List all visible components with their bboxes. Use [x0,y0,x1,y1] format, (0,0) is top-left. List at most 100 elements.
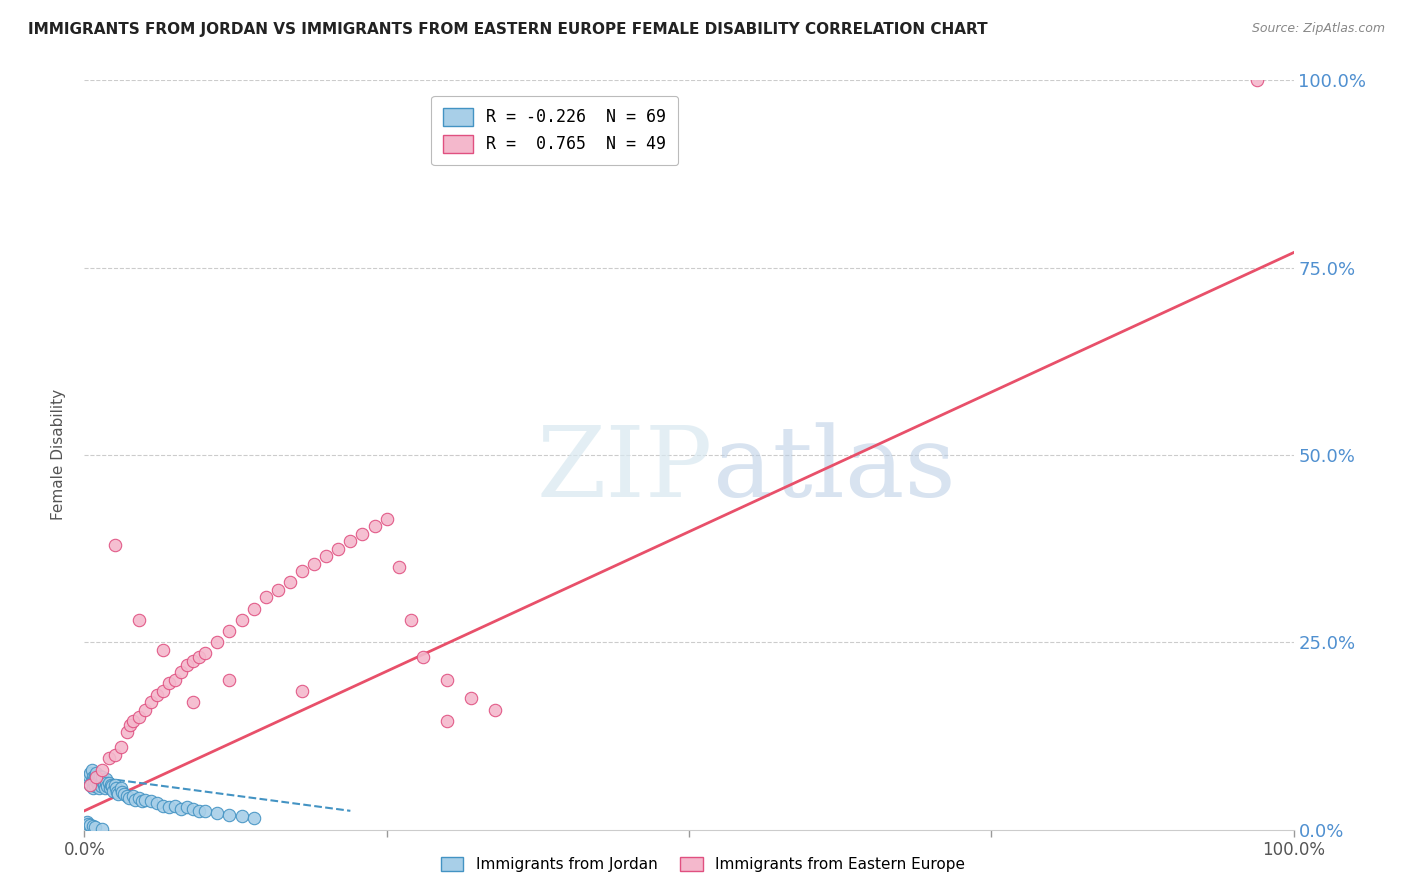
Point [84,769,107,783]
Point [77,769,100,783]
Point [84,779,107,793]
Point [80,773,103,788]
Point [82,770,104,784]
Point [115,725,138,739]
Point [128,613,150,627]
Point [79,778,101,792]
Point [100,778,122,792]
Point [77,816,100,830]
Point [98,781,121,796]
Point [176,657,198,672]
Point [328,541,350,556]
Point [104,778,127,792]
Point [194,647,217,661]
Text: atlas: atlas [713,422,956,517]
Point [176,800,198,814]
Point [86,778,108,792]
Y-axis label: Female Disability: Female Disability [51,389,66,521]
Point [352,526,374,541]
Point [89,776,111,790]
Text: Source: ZipAtlas.com: Source: ZipAtlas.com [1251,22,1385,36]
Point [267,582,290,597]
Point [79,778,101,792]
Point [139,794,162,808]
Point [121,714,143,728]
Point [218,624,240,638]
Point [118,791,141,805]
Point [188,804,211,818]
Legend: Immigrants from Jordan, Immigrants from Eastern Europe: Immigrants from Jordan, Immigrants from … [433,849,973,880]
Point [77,770,100,784]
Point [111,785,134,799]
Point [86,770,108,784]
Point [291,564,314,578]
Point [165,673,187,687]
Point [484,703,506,717]
Point [436,673,458,687]
Point [83,776,105,790]
Point [91,822,114,836]
Point [76,773,98,788]
Point [87,772,110,786]
Point [104,747,127,762]
Point [84,820,107,834]
Point [94,772,117,786]
Point [157,800,180,814]
Point [181,654,204,668]
Point [339,534,361,549]
Point [218,673,240,687]
Point [460,691,482,706]
Point [436,714,458,728]
Point [131,794,153,808]
Point [170,801,193,815]
Point [302,557,325,571]
Point [110,781,132,796]
Point [91,763,114,777]
Point [83,772,105,786]
Point [94,776,117,790]
Point [207,806,229,821]
Point [97,776,120,790]
Point [315,549,337,563]
Point [115,789,138,803]
Point [139,695,162,709]
Point [152,642,174,657]
Point [93,778,115,792]
Point [128,710,150,724]
Text: IMMIGRANTS FROM JORDAN VS IMMIGRANTS FROM EASTERN EUROPE FEMALE DISABILITY CORRE: IMMIGRANTS FROM JORDAN VS IMMIGRANTS FRO… [28,22,988,37]
Point [134,792,156,806]
Point [375,511,398,525]
Point [91,770,114,784]
Point [412,650,434,665]
Point [79,766,101,780]
Point [242,601,264,615]
Point [254,591,277,605]
Point [87,781,110,796]
Point [157,676,180,690]
Point [112,787,135,801]
Point [91,773,114,788]
Point [79,818,101,832]
Legend: R = -0.226  N = 69, R =  0.765  N = 49: R = -0.226 N = 69, R = 0.765 N = 49 [432,96,678,165]
Point [80,763,103,777]
Point [128,791,150,805]
Point [94,781,117,796]
Point [121,789,143,803]
Point [170,665,193,680]
Point [103,783,125,797]
Point [110,740,132,755]
Point [242,811,264,825]
Point [188,650,211,665]
Point [278,575,301,590]
Point [120,717,142,731]
Point [97,751,120,765]
Point [90,779,112,793]
Point [231,809,253,823]
Point [218,807,240,822]
Point [399,613,422,627]
Point [152,798,174,813]
Point [77,772,100,786]
Point [291,684,314,698]
Point [363,519,385,533]
Point [181,695,204,709]
